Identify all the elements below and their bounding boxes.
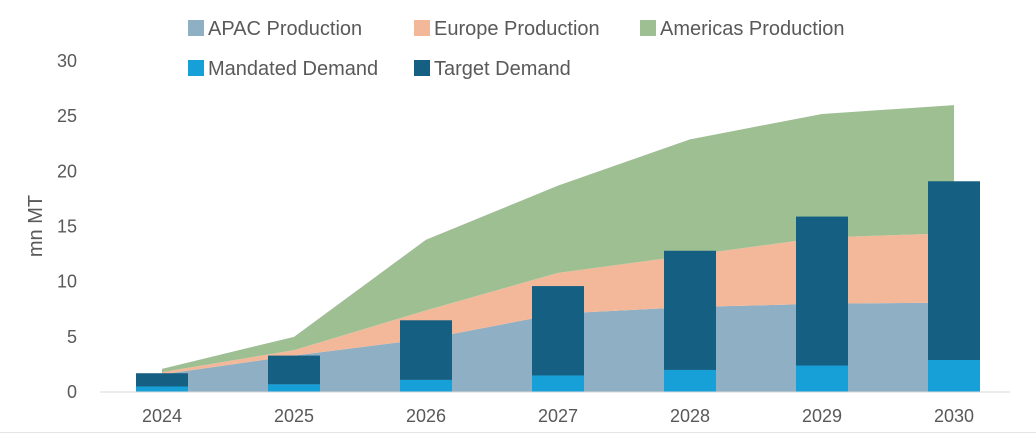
legend-label: Target Demand xyxy=(434,58,571,80)
y-tick-label: 15 xyxy=(57,217,77,237)
x-tick-label: 2029 xyxy=(802,406,842,426)
x-tick-label: 2026 xyxy=(406,406,446,426)
legend-label: APAC Production xyxy=(208,18,362,40)
y-axis-label: mn MT xyxy=(25,195,47,257)
bar-target-demand-2024 xyxy=(136,373,188,387)
legend-item-europe-production: Europe Production xyxy=(414,18,600,40)
bar-mandated-demand-2028 xyxy=(664,369,716,392)
x-tick-label: 2030 xyxy=(934,406,974,426)
bar-mandated-demand-2030 xyxy=(928,360,980,392)
bar-target-demand-2026 xyxy=(400,320,452,380)
legend-item-apac-production: APAC Production xyxy=(188,18,362,40)
legend-swatch xyxy=(414,20,430,36)
legend-item-mandated-demand: Mandated Demand xyxy=(188,58,378,80)
x-tick-label: 2024 xyxy=(142,406,182,426)
x-tick-label: 2025 xyxy=(274,406,314,426)
bar-target-demand-2030 xyxy=(928,181,980,360)
y-tick-label: 20 xyxy=(57,161,77,181)
area-americas-production xyxy=(162,105,954,373)
bar-target-demand-2025 xyxy=(268,355,320,385)
legend-swatch xyxy=(414,60,430,76)
legend-label: Americas Production xyxy=(660,18,845,40)
legend-swatch xyxy=(640,20,656,36)
bar-target-demand-2028 xyxy=(664,250,716,370)
legend-label: Mandated Demand xyxy=(208,58,378,80)
y-tick-label: 0 xyxy=(67,382,77,402)
bar-mandated-demand-2029 xyxy=(796,365,848,392)
legend-swatch xyxy=(188,20,204,36)
legend-swatch xyxy=(188,60,204,76)
x-tick-label: 2028 xyxy=(670,406,710,426)
bar-target-demand-2029 xyxy=(796,216,848,366)
y-tick-label: 10 xyxy=(57,272,77,292)
bar-mandated-demand-2027 xyxy=(532,375,584,392)
bar-target-demand-2027 xyxy=(532,286,584,376)
bar-mandated-demand-2024 xyxy=(136,386,188,392)
y-tick-label: 5 xyxy=(67,327,77,347)
bar-mandated-demand-2026 xyxy=(400,379,452,392)
bar-mandated-demand-2025 xyxy=(268,384,320,392)
legend-label: Europe Production xyxy=(434,18,600,40)
legend-item-target-demand: Target Demand xyxy=(414,58,571,80)
legend-item-americas-production: Americas Production xyxy=(640,18,845,40)
y-tick-label: 30 xyxy=(57,51,77,71)
x-tick-label: 2027 xyxy=(538,406,578,426)
y-tick-label: 25 xyxy=(57,106,77,126)
